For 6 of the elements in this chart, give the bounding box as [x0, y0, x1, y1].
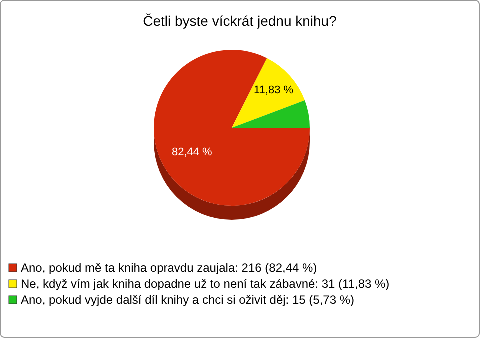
legend-label: Ano, pokud mě ta kniha opravdu zaujala: 216 (82,44 %)	[21, 261, 318, 275]
data-label: 11,83 %	[254, 84, 294, 96]
chart-title: Četli byste víckrát jednu knihu?	[143, 13, 338, 29]
legend-label: Ano, pokud vyjde další díl knihy a chci si oživit děj: 15 (5,73 %)	[21, 293, 355, 307]
data-label: 82,44 %	[172, 146, 213, 158]
legend-label: Ne, když vím jak kniha dopadne už to není tak zábavné: 31 (11,83 %)	[21, 277, 390, 291]
